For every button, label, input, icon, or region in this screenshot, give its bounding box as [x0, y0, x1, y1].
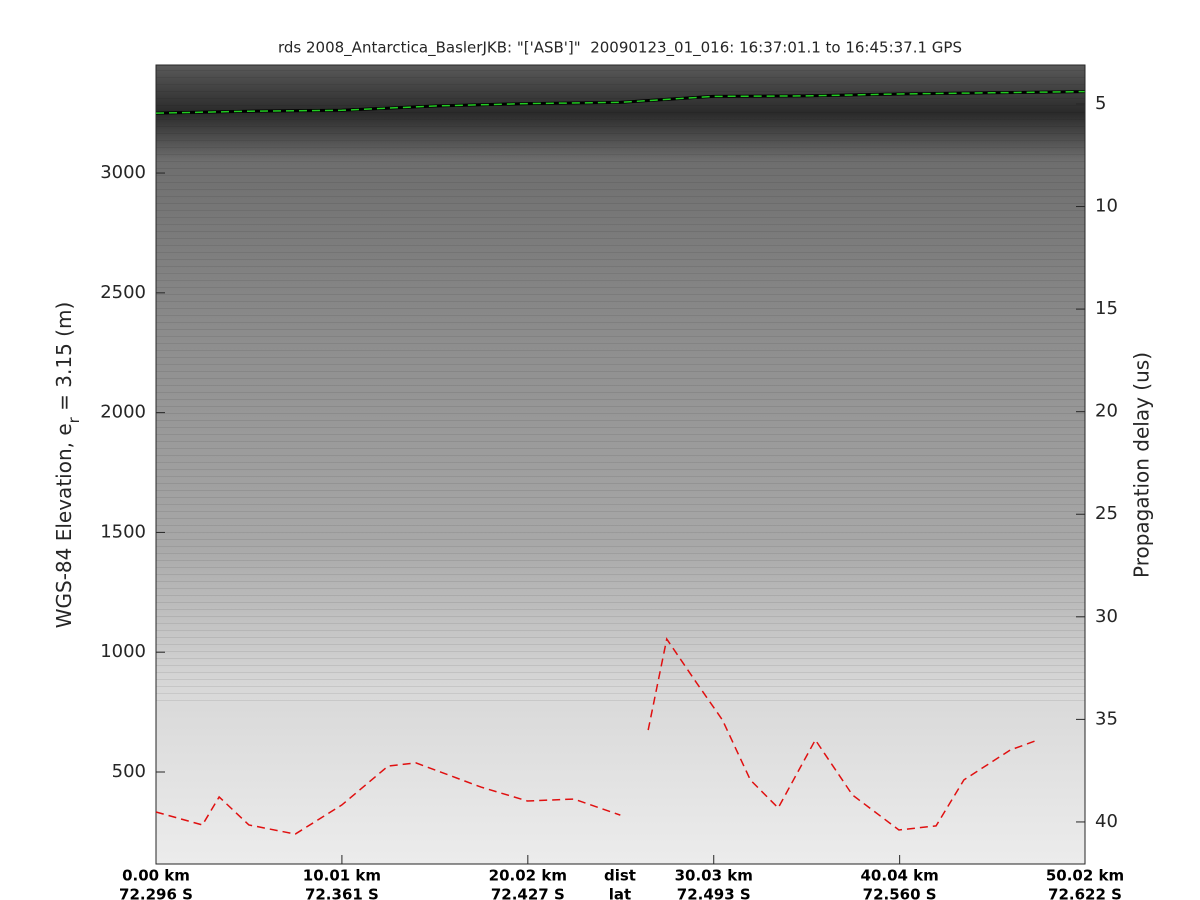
y2-tick-label: 5	[1095, 93, 1106, 114]
x-tick-label: 20.02 km	[489, 867, 567, 885]
x-tick-label: 30.03 km	[675, 867, 753, 885]
x-secondary-label: 72.493 S	[677, 886, 751, 900]
series-line	[155, 637, 1039, 835]
x-secondary-label: 72.361 S	[305, 886, 379, 900]
y2-tick-label: 25	[1095, 503, 1118, 524]
x2-axis-label: lat	[609, 886, 631, 900]
plot-frame	[155, 64, 1086, 865]
y2-tick-label: 30	[1095, 606, 1118, 627]
y-tick-label: 2500	[100, 282, 146, 303]
x-tick-label: 10.01 km	[303, 867, 381, 885]
radargram-layers	[156, 65, 1085, 705]
x-axis-label: dist	[604, 867, 636, 885]
y-tick-label: 2000	[100, 402, 146, 423]
y2-tick-label: 35	[1095, 708, 1118, 729]
y-axis-label-part: WGS-84 Elevation, e	[52, 423, 76, 628]
x-secondary-label: 72.560 S	[863, 886, 937, 900]
y2-tick-label: 10	[1095, 196, 1118, 217]
y-tick-label: 1500	[100, 521, 146, 542]
chart-title: rds 2008_Antarctica_BaslerJKB: "['ASB']"…	[278, 39, 962, 58]
series-line	[155, 90, 1085, 114]
y-axis-label-part: r	[65, 416, 83, 423]
y-tick-label: 1000	[100, 641, 146, 662]
x-tick-label: 0.00 km	[122, 867, 190, 885]
x-secondary-label: 72.622 S	[1048, 886, 1122, 900]
y-axis-label-part: = 3.15 (m)	[52, 302, 76, 417]
x-tick-label: 40.04 km	[861, 867, 939, 885]
y-tick-label: 500	[112, 761, 146, 782]
y2-axis-label: Propagation delay (us)	[1130, 352, 1154, 578]
y-axis-label: WGS-84 Elevation, er = 3.15 (m)	[52, 302, 83, 629]
y2-tick-label: 15	[1095, 298, 1118, 319]
x-tick-label: 50.02 km	[1046, 867, 1124, 885]
y2-tick-label: 40	[1095, 811, 1118, 832]
y-tick-label: 3000	[100, 162, 146, 183]
x-secondary-label: 72.427 S	[491, 886, 565, 900]
x-secondary-label: 72.296 S	[119, 886, 193, 900]
y2-tick-label: 20	[1095, 401, 1118, 422]
